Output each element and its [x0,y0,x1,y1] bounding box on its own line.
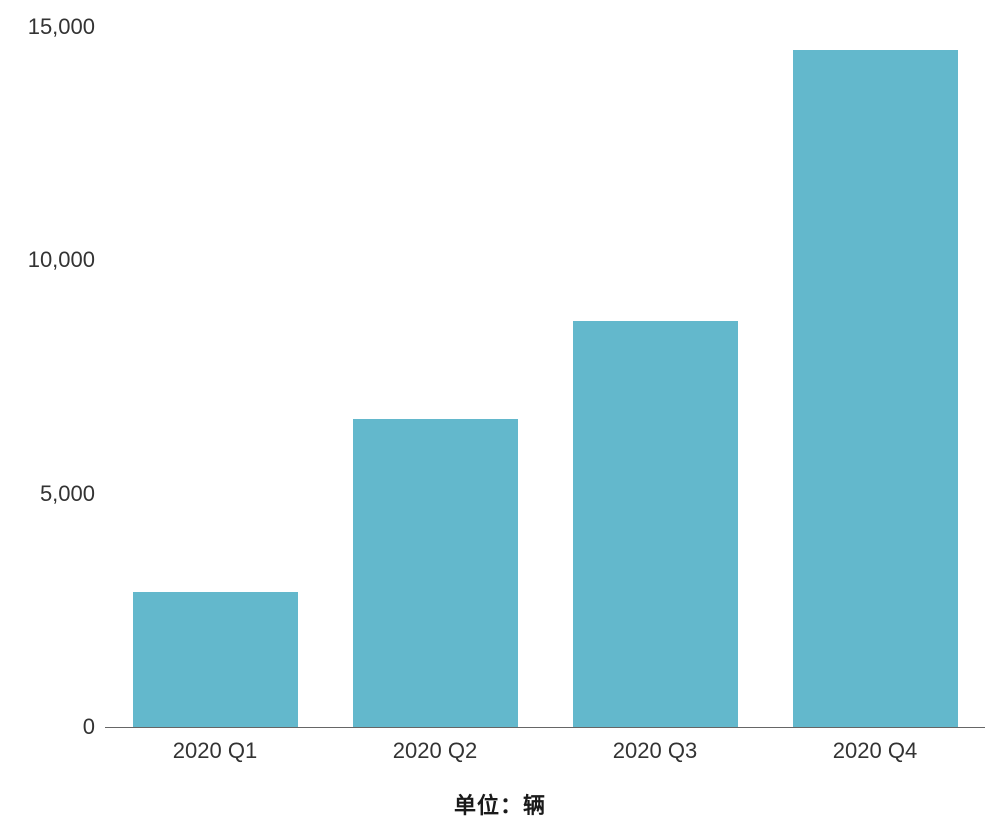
bar [573,321,738,727]
x-tick-label: 2020 Q4 [833,738,917,764]
x-tick-label: 2020 Q2 [393,738,477,764]
y-tick-label: 5,000 [40,481,95,507]
y-tick-label: 0 [83,714,95,740]
bar [793,50,958,727]
x-axis-title: 单位：辆 [454,788,546,820]
bar [133,592,298,727]
y-tick-label: 15,000 [28,14,95,40]
chart-baseline [105,727,985,728]
y-tick-label: 10,000 [28,247,95,273]
bar-chart: 0 5,000 10,000 15,000 2020 Q1 2020 Q2 2020 Q3… [0,0,1000,827]
plot-area [105,27,985,727]
x-tick-label: 2020 Q1 [173,738,257,764]
x-tick-label: 2020 Q3 [613,738,697,764]
bar [353,419,518,727]
